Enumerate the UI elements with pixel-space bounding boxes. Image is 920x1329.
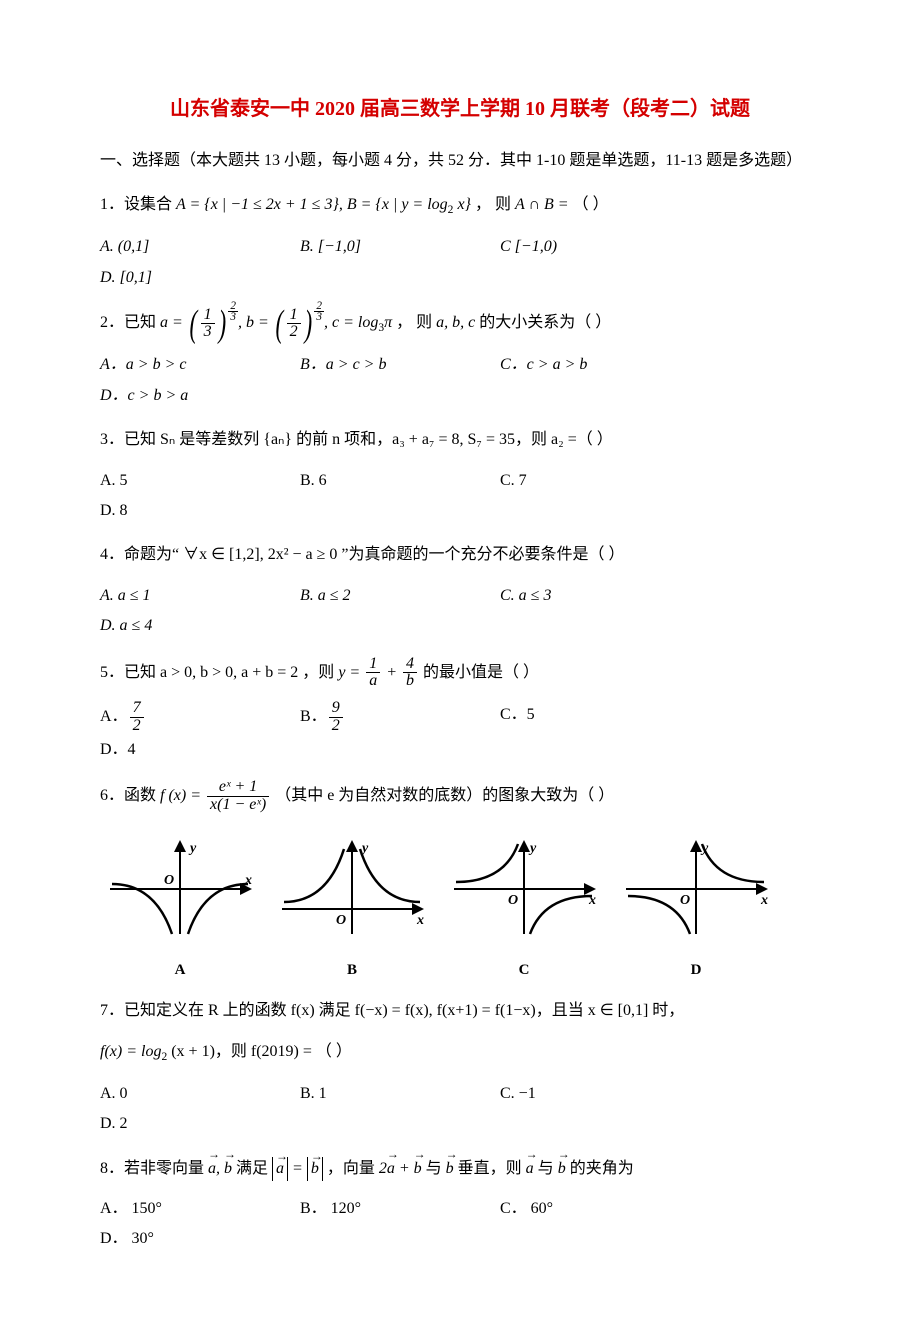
q8-option-d: D． 30° xyxy=(100,1224,300,1254)
exam-title: 山东省泰安一中 2020 届高三数学上学期 10 月联考（段考二）试题 xyxy=(100,90,820,128)
q3-option-c: C. 7 xyxy=(500,466,700,496)
q1-set-a: A = {x | −1 ≤ 2x + 1 ≤ 3}, B = {x | y = … xyxy=(176,196,448,213)
question-2: 2．已知 a = (13)23, b = (12)23, c = log3π ，… xyxy=(100,307,820,411)
q3-option-b: B. 6 xyxy=(300,466,500,496)
q2-exp-d-1: 3 xyxy=(228,312,238,322)
q4-option-c: C. a ≤ 3 xyxy=(500,581,700,611)
q1-expr: A ∩ B = xyxy=(515,196,569,213)
svg-text:O: O xyxy=(164,873,174,888)
q6-graph-d: y O x xyxy=(616,824,776,954)
q5-option-c: C．5 xyxy=(500,700,700,735)
q8-mid4: 垂直，则 xyxy=(458,1160,526,1177)
question-1: 1．设集合 A = {x | −1 ≤ 2x + 1 ≤ 3}, B = {x … xyxy=(100,190,820,293)
q6-num: eˣ + 1 xyxy=(207,779,269,797)
question-7: 7．已知定义在 R 上的函数 f(x) 满足 f(−x) = f(x), f(x… xyxy=(100,996,820,1139)
q5-y: y = xyxy=(338,664,364,681)
q6-label-a: A xyxy=(100,956,260,985)
q6-graphs: y O x A y O x B y xyxy=(100,824,820,985)
q7-option-b: B. 1 xyxy=(300,1079,500,1109)
question-3: 3．已知 Sₙ 是等差数列 {aₙ} 的前 n 项和，a₃ + a₇ = 8, … xyxy=(100,425,820,526)
q2-b-num: 1 xyxy=(287,307,301,324)
svg-text:y: y xyxy=(188,841,197,856)
svg-text:O: O xyxy=(680,893,690,908)
q2-c-post: π xyxy=(384,314,392,331)
q5-f2n: 4 xyxy=(403,656,417,674)
q2-b-den: 2 xyxy=(287,324,301,340)
q6-fx: f (x) = xyxy=(160,787,205,804)
q2-option-d: D．c > b > a xyxy=(100,381,300,411)
q6-den: x(1 − eˣ) xyxy=(207,797,269,814)
svg-text:O: O xyxy=(336,913,346,928)
q8-mid1: 满足 xyxy=(236,1160,272,1177)
q8-mid3: 与 xyxy=(426,1160,446,1177)
q5-stem-post: 的最小值是（ ） xyxy=(423,664,539,681)
q8-option-a: A． 150° xyxy=(100,1194,300,1224)
q4-option-b: B. a ≤ 2 xyxy=(300,581,500,611)
q4-stem: 4．命题为“ ∀x ∈ [1,2], 2x² − a ≥ 0 ”为真命题的一个充… xyxy=(100,540,820,570)
q1-option-c: C [−1,0) xyxy=(500,232,700,262)
q5-option-a: A．72 xyxy=(100,700,300,735)
q6-graph-b: y O x xyxy=(272,824,432,954)
q8-option-b: B． 120° xyxy=(300,1194,500,1224)
q6-stem-pre: 6．函数 xyxy=(100,787,160,804)
question-5: 5．已知 a > 0, b > 0, a + b = 2 ，则 y = 1a +… xyxy=(100,656,820,766)
q6-graph-c: y O x xyxy=(444,824,604,954)
q3-option-a: A. 5 xyxy=(100,466,300,496)
q3-stem: 3．已知 Sₙ 是等差数列 {aₙ} 的前 n 项和，a₃ + a₇ = 8, … xyxy=(100,425,820,455)
q2-c-expr: c = log xyxy=(332,314,378,331)
q4-option-d: D. a ≤ 4 xyxy=(100,611,300,641)
svg-text:x: x xyxy=(760,893,768,908)
q8-mid2: ，向量 xyxy=(327,1160,379,1177)
q2-a-num: 1 xyxy=(201,307,215,324)
q7-l2-mid: (x + 1)，则 f(2019) = （ ） xyxy=(171,1043,352,1060)
q8-option-c: C． 60° xyxy=(500,1194,700,1224)
question-8: 8．若非零向量 a, b 满足 a = b ，向量 2a + b 与 b 垂直，… xyxy=(100,1154,820,1255)
q8-mid5: 与 xyxy=(538,1160,558,1177)
q8-post: 的夹角为 xyxy=(570,1160,634,1177)
q1-stem-mid: ， 则 xyxy=(475,196,515,213)
q1-stem-pre: 1．设集合 xyxy=(100,196,176,213)
q2-option-c: C．c > a > b xyxy=(500,350,700,380)
section-instructions: 一、选择题（本大题共 13 小题，每小题 4 分，共 52 分．其中 1-10 … xyxy=(100,146,820,176)
q1-option-b: B. [−1,0] xyxy=(300,232,500,262)
q6-stem-post: （其中 e 为自然对数的底数）的图象大致为（ ） xyxy=(275,787,614,804)
q5-stem-pre: 5．已知 a > 0, b > 0, a + b = 2 ，则 xyxy=(100,664,338,681)
q6-graph-a: y O x xyxy=(100,824,260,954)
q7-option-c: C. −1 xyxy=(500,1079,700,1109)
svg-text:O: O xyxy=(508,893,518,908)
q2-stem-mid: ， 则 xyxy=(396,314,436,331)
question-6: 6．函数 f (x) = eˣ + 1x(1 − eˣ) （其中 e 为自然对数… xyxy=(100,779,820,984)
q2-exp-d-2: 3 xyxy=(314,312,324,322)
q2-stem-post: 的大小关系为（ ） xyxy=(479,314,611,331)
q7-option-d: D. 2 xyxy=(100,1109,300,1139)
q4-option-a: A. a ≤ 1 xyxy=(100,581,300,611)
q6-label-b: B xyxy=(272,956,432,985)
q3-option-d: D. 8 xyxy=(100,496,300,526)
q5-option-b: B．92 xyxy=(300,700,500,735)
q5-option-d: D．4 xyxy=(100,735,300,765)
q2-a-den: 3 xyxy=(201,324,215,340)
q1-stem-post: （ ） xyxy=(573,196,609,213)
q6-label-c: C xyxy=(444,956,604,985)
question-4: 4．命题为“ ∀x ∈ [1,2], 2x² − a ≥ 0 ”为真命题的一个充… xyxy=(100,540,820,641)
q1-option-a: A. (0,1] xyxy=(100,232,300,262)
q2-option-a: A．a > b > c xyxy=(100,350,300,380)
svg-text:x: x xyxy=(244,873,252,888)
q2-option-b: B．a > c > b xyxy=(300,350,500,380)
q1-set-a-post: x} xyxy=(453,196,471,213)
q2-abc: a, b, c xyxy=(436,314,475,331)
svg-text:x: x xyxy=(416,913,424,928)
q5-f1n: 1 xyxy=(366,656,380,674)
q7-l2-sub: 2 xyxy=(161,1051,167,1063)
q5-f2d: b xyxy=(403,673,417,690)
q1-option-d: D. [0,1] xyxy=(100,263,300,293)
q5-f1d: a xyxy=(366,673,380,690)
q7-option-a: A. 0 xyxy=(100,1079,300,1109)
svg-text:y: y xyxy=(528,841,537,856)
q8-stem-pre: 8．若非零向量 xyxy=(100,1160,208,1177)
q7-stem-l1: 7．已知定义在 R 上的函数 f(x) 满足 f(−x) = f(x), f(x… xyxy=(100,996,820,1026)
q7-l2-pre: f(x) = log xyxy=(100,1043,161,1060)
q2-stem-pre: 2．已知 xyxy=(100,314,160,331)
q6-label-d: D xyxy=(616,956,776,985)
